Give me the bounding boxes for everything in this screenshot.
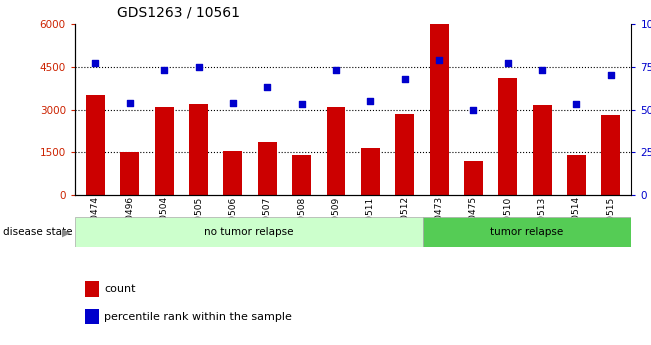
Text: no tumor relapse: no tumor relapse bbox=[204, 227, 294, 237]
Point bbox=[468, 107, 478, 112]
Bar bbox=[533, 105, 551, 195]
Point bbox=[262, 85, 273, 90]
Point bbox=[503, 61, 513, 66]
Text: disease state: disease state bbox=[3, 227, 73, 237]
Point bbox=[90, 61, 101, 66]
Point bbox=[228, 100, 238, 106]
Point bbox=[193, 64, 204, 70]
Point bbox=[400, 76, 410, 81]
Text: GDS1263 / 10561: GDS1263 / 10561 bbox=[117, 5, 240, 19]
Point bbox=[572, 102, 582, 107]
Text: count: count bbox=[104, 284, 135, 294]
Bar bbox=[464, 161, 483, 195]
Bar bbox=[189, 104, 208, 195]
Bar bbox=[155, 107, 174, 195]
Point bbox=[537, 68, 547, 73]
Bar bbox=[86, 95, 105, 195]
Text: tumor relapse: tumor relapse bbox=[490, 227, 564, 237]
Bar bbox=[258, 142, 277, 195]
Bar bbox=[602, 115, 620, 195]
Point bbox=[331, 68, 341, 73]
Point bbox=[124, 100, 135, 106]
Bar bbox=[498, 78, 518, 195]
Bar bbox=[85, 309, 99, 324]
Text: ▶: ▶ bbox=[62, 228, 70, 238]
Bar bbox=[327, 107, 346, 195]
Bar bbox=[361, 148, 380, 195]
Bar bbox=[430, 24, 449, 195]
Bar bbox=[75, 217, 422, 247]
Bar bbox=[120, 152, 139, 195]
Bar bbox=[395, 114, 414, 195]
Point bbox=[605, 73, 616, 78]
Bar bbox=[85, 281, 99, 297]
Point bbox=[434, 57, 444, 63]
Bar bbox=[292, 155, 311, 195]
Point bbox=[365, 98, 376, 104]
Point bbox=[159, 68, 169, 73]
Point bbox=[296, 102, 307, 107]
Text: percentile rank within the sample: percentile rank within the sample bbox=[104, 312, 292, 322]
Bar bbox=[567, 155, 586, 195]
Bar bbox=[422, 217, 631, 247]
Bar bbox=[223, 151, 242, 195]
